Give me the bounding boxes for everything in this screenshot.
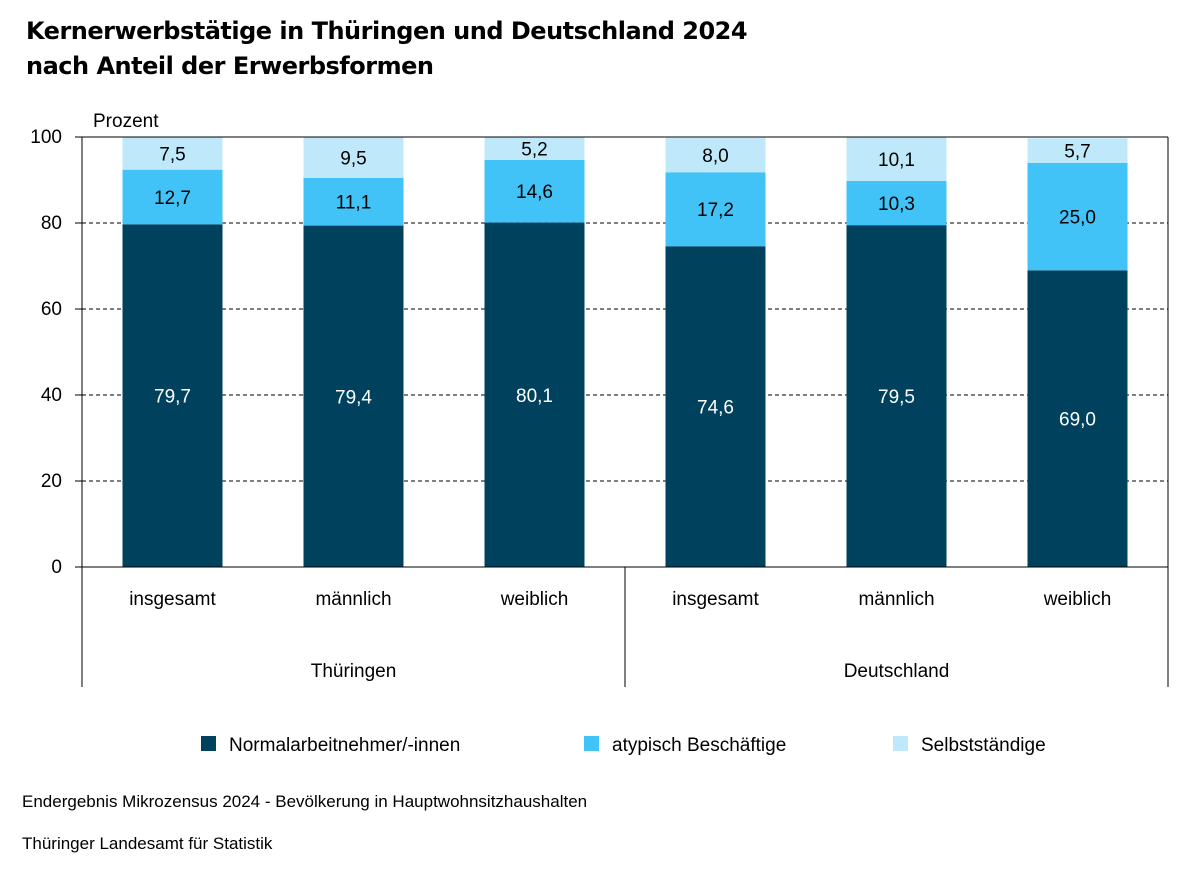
bar-selbst-segment <box>122 137 223 170</box>
data-label: 12,7 <box>154 188 191 209</box>
bar-atypisch-segment <box>484 159 585 223</box>
bar-selbst-segment <box>484 137 585 160</box>
bar-selbst-segment <box>303 137 404 178</box>
data-label: 69,0 <box>1059 410 1096 431</box>
data-label: 80,1 <box>516 386 553 407</box>
bar-normal-segment <box>665 246 766 567</box>
x-category-label: männlich <box>315 589 391 610</box>
y-tick-label: 0 <box>51 557 62 578</box>
x-group-label: Deutschland <box>844 661 950 682</box>
data-label: 11,1 <box>336 193 372 214</box>
chart-title-line-2: nach Anteil der Erwerbsformen <box>26 52 434 80</box>
bar-atypisch-segment <box>1027 162 1128 271</box>
legend-swatch-atypisch-segment <box>584 736 599 751</box>
data-label: 79,4 <box>335 387 372 408</box>
bar-normal-segment <box>1027 270 1128 567</box>
y-tick-label: 100 <box>30 127 62 148</box>
legend-swatch-normal-segment <box>201 736 216 751</box>
bar-atypisch-segment <box>665 172 766 247</box>
x-category-label: weiblich <box>500 589 569 610</box>
publisher-note: Thüringer Landesamt für Statistik <box>22 834 273 853</box>
bar-selbst-segment <box>1027 138 1128 163</box>
data-label: 5,7 <box>1064 142 1090 163</box>
chart-title: Kernerwerbstätige in Thüringen und Deuts… <box>26 14 748 84</box>
data-label: 14,6 <box>516 182 553 203</box>
data-label: 17,2 <box>697 200 734 221</box>
x-category-label: insgesamt <box>129 589 216 610</box>
data-label: 10,3 <box>878 194 915 215</box>
bar-selbst-segment <box>846 137 947 181</box>
bar-normal-segment <box>122 224 223 568</box>
x-category-label: weiblich <box>1043 589 1112 610</box>
y-tick-label: 20 <box>41 471 62 492</box>
legend-swatch-selbst-segment <box>893 736 908 751</box>
data-label: 10,1 <box>878 150 915 171</box>
legend-label: Selbstständige <box>921 735 1046 756</box>
bar-atypisch-segment <box>846 180 947 226</box>
y-axis-label: Prozent <box>93 111 159 132</box>
data-label: 25,0 <box>1059 208 1096 229</box>
x-category-label: männlich <box>858 589 934 610</box>
bar-normal-segment <box>484 222 585 567</box>
legend-label: atypisch Beschäftige <box>612 735 786 756</box>
chart-title-line-1: Kernerwerbstätige in Thüringen und Deuts… <box>26 17 748 45</box>
source-note: Endergebnis Mikrozensus 2024 - Bevölkeru… <box>22 792 588 811</box>
data-label: 8,0 <box>702 146 728 167</box>
data-label: 9,5 <box>340 148 366 169</box>
bar-normal-segment <box>846 225 947 567</box>
y-tick-label: 40 <box>41 385 62 406</box>
data-label: 79,5 <box>878 387 915 408</box>
data-label: 5,2 <box>521 140 547 161</box>
data-label: 7,5 <box>159 145 185 166</box>
legend-label: Normalarbeitnehmer/-innen <box>229 735 460 756</box>
y-tick-label: 60 <box>41 299 62 320</box>
y-tick-label: 80 <box>41 213 62 234</box>
bar-atypisch-segment <box>303 177 404 226</box>
x-category-label: insgesamt <box>672 589 759 610</box>
bar-normal-segment <box>303 225 404 567</box>
data-label: 79,7 <box>154 387 191 408</box>
bar-atypisch-segment <box>122 169 223 225</box>
data-label: 74,6 <box>697 398 734 419</box>
bar-selbst-segment <box>665 137 766 173</box>
x-group-label: Thüringen <box>311 661 397 682</box>
